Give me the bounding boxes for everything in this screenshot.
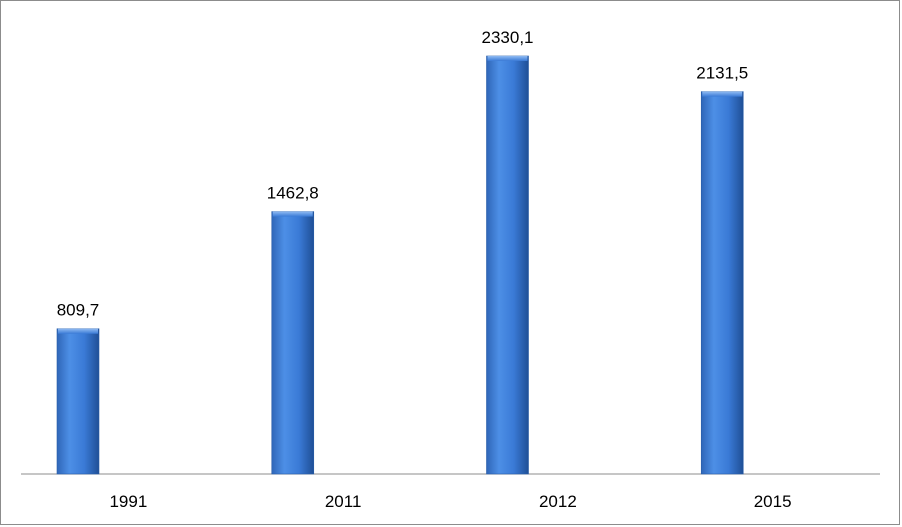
x-tick-label-2012: 2012 xyxy=(539,492,577,511)
bar-cap-1991 xyxy=(58,328,98,334)
x-tick-label-2011: 2011 xyxy=(325,492,362,511)
x-tick-label-1991: 1991 xyxy=(109,492,147,511)
bar-2011 xyxy=(271,211,315,475)
bar-cap-2015 xyxy=(702,91,743,97)
x-tick-labels-group: 1991 2011 2012 2015 xyxy=(109,492,791,511)
bar-1991 xyxy=(56,328,100,475)
bars-group xyxy=(56,55,744,475)
bar-cap-2011 xyxy=(272,211,313,217)
bar-2012 xyxy=(486,55,529,475)
bar-cap-2012 xyxy=(487,56,528,61)
data-label-2015: 2131,5 xyxy=(696,64,748,83)
data-label-2012: 2330,1 xyxy=(482,28,534,47)
data-label-2011: 1462,8 xyxy=(267,184,319,203)
data-label-1991: 809,7 xyxy=(57,301,100,320)
data-labels-group: 809,7 1462,8 2330,1 2131,5 xyxy=(57,28,749,320)
bar-2015 xyxy=(700,91,744,475)
x-tick-label-2015: 2015 xyxy=(754,492,792,511)
